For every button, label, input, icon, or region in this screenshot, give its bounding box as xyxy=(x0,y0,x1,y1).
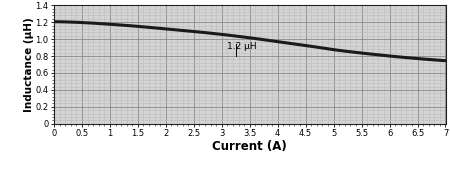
Text: 1.2 μH: 1.2 μH xyxy=(227,42,257,51)
X-axis label: Current (A): Current (A) xyxy=(212,140,287,153)
Y-axis label: Inductance (μH): Inductance (μH) xyxy=(24,17,34,112)
